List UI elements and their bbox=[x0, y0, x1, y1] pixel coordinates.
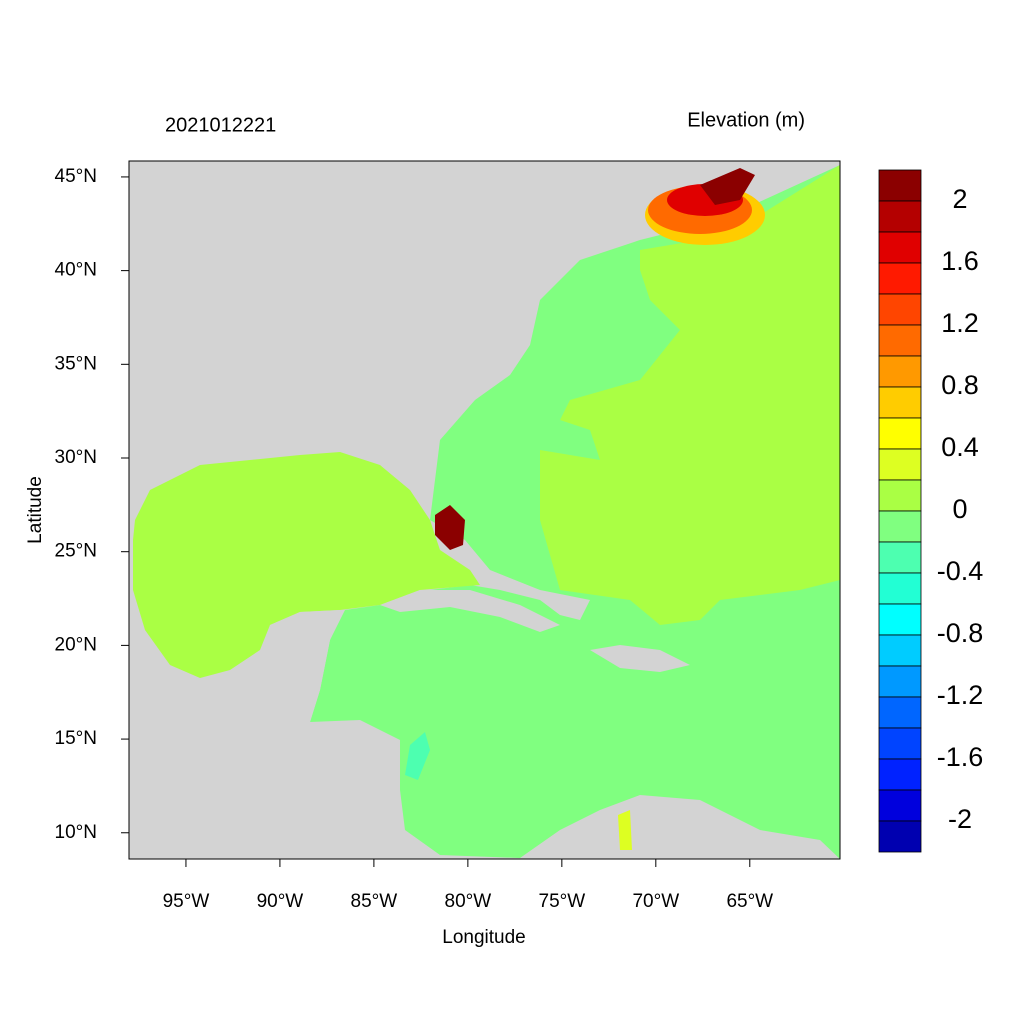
ocean-atlantic bbox=[540, 165, 840, 625]
colorbar-box bbox=[878, 448, 922, 481]
colorbar-tick-label: 1.2 bbox=[941, 308, 979, 338]
colorbar-box bbox=[878, 572, 922, 605]
colorbar-box bbox=[878, 634, 922, 667]
x-tick-label: 80°W bbox=[445, 891, 492, 912]
colorbar-box bbox=[878, 324, 922, 357]
colorbar-tick-label: 0.4 bbox=[941, 432, 979, 462]
map bbox=[129, 161, 840, 859]
colorbar-tick-label: -1.2 bbox=[937, 680, 984, 710]
surge-contour bbox=[700, 168, 755, 205]
colorbar-tick-label: 2 bbox=[952, 184, 967, 214]
y-tick-label: 15°N bbox=[55, 728, 97, 749]
colorbar-box bbox=[878, 355, 922, 388]
colorbar-box bbox=[878, 262, 922, 295]
colorbar-tick-label: 1.6 bbox=[941, 246, 979, 276]
colorbar-box bbox=[878, 758, 922, 791]
x-tick-label: 70°W bbox=[632, 891, 679, 912]
colorbar-box bbox=[878, 789, 922, 822]
y-tick-label: 10°N bbox=[55, 822, 97, 843]
colorbar-box bbox=[878, 603, 922, 636]
x-tick-label: 75°W bbox=[539, 891, 586, 912]
colorbar-box bbox=[878, 231, 922, 264]
colorbar-box bbox=[878, 696, 922, 729]
colorbar-box bbox=[878, 200, 922, 233]
hispaniola bbox=[590, 645, 690, 672]
colorbar-box bbox=[878, 293, 922, 326]
y-axis-label: Latitude bbox=[25, 476, 46, 544]
colorbar-box bbox=[878, 169, 922, 202]
colorbar-tick-label: 0.8 bbox=[941, 370, 979, 400]
colorbar-box bbox=[878, 541, 922, 574]
plot-frame bbox=[128, 160, 841, 860]
colorbar-box bbox=[878, 510, 922, 543]
colorbar-box bbox=[878, 820, 922, 853]
colorbar-tick-label: -0.4 bbox=[937, 556, 984, 586]
x-tick-label: 90°W bbox=[257, 891, 304, 912]
y-tick-label: 20°N bbox=[55, 634, 97, 655]
venezuela-patch bbox=[618, 810, 632, 850]
x-axis-label: Longitude bbox=[442, 927, 525, 948]
y-tick-label: 40°N bbox=[55, 260, 97, 281]
yucatan bbox=[265, 610, 340, 722]
y-tick-label: 35°N bbox=[55, 353, 97, 374]
colorbar-tick-label: -2 bbox=[948, 804, 972, 834]
colorbar-box bbox=[878, 386, 922, 419]
colorbar-tick-label: -1.6 bbox=[937, 742, 984, 772]
chart-subtitle: Elevation (m) bbox=[687, 109, 805, 131]
x-tick-label: 95°W bbox=[163, 891, 210, 912]
cuba bbox=[380, 590, 560, 632]
florida-surge bbox=[435, 505, 465, 550]
y-tick-label: 25°N bbox=[55, 541, 97, 562]
chart-title: 2021012221 bbox=[165, 114, 276, 136]
y-tick-label: 30°N bbox=[55, 447, 97, 468]
colorbar-box bbox=[878, 727, 922, 760]
x-tick-label: 85°W bbox=[351, 891, 398, 912]
colorbar-box bbox=[878, 479, 922, 512]
gulf-of-mexico bbox=[133, 452, 480, 678]
caribbean-patch bbox=[405, 732, 430, 780]
x-tick-label: 65°W bbox=[726, 891, 773, 912]
colorbar-box bbox=[878, 665, 922, 698]
colorbar-tick-label: 0 bbox=[952, 494, 967, 524]
colorbar-tick-label: -0.8 bbox=[937, 618, 984, 648]
colorbar-box bbox=[878, 417, 922, 450]
y-tick-label: 45°N bbox=[55, 166, 97, 187]
